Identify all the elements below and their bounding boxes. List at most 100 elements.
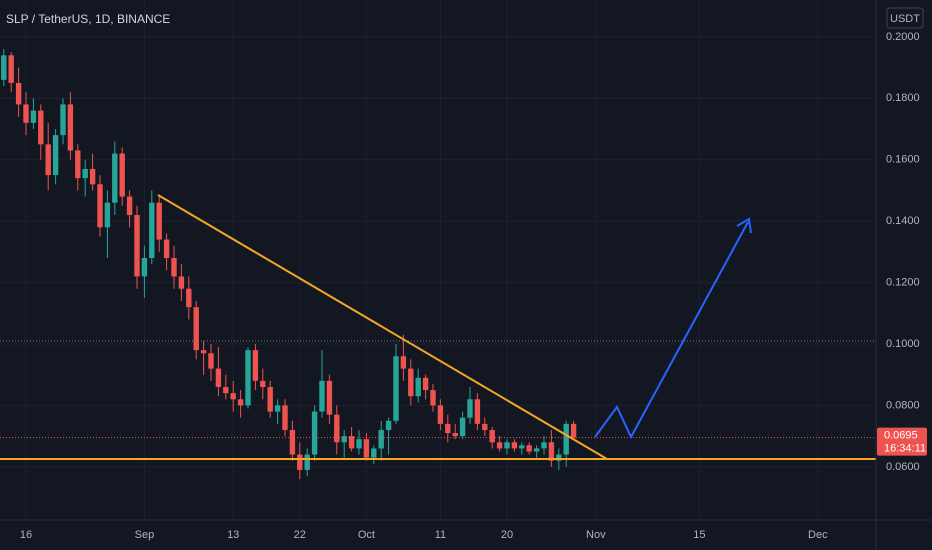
candle-body <box>570 423 577 438</box>
candle-body <box>326 380 333 415</box>
candle-body <box>126 196 133 216</box>
x-tick-label: 15 <box>693 529 705 541</box>
candle-body <box>459 417 466 437</box>
candle-body <box>223 387 229 394</box>
candle-body <box>237 399 244 406</box>
candle-body <box>38 110 44 145</box>
x-tick-label: 20 <box>501 529 513 541</box>
x-tick-label: Oct <box>358 529 375 541</box>
candle-body <box>297 454 303 470</box>
candle-body <box>171 258 177 277</box>
candle-body <box>8 55 14 83</box>
candle-body <box>556 454 562 461</box>
candle-body <box>200 350 207 354</box>
projection-path <box>594 221 749 440</box>
x-tick-label: 16 <box>20 529 32 541</box>
candle-body <box>541 442 547 449</box>
candle-body <box>215 368 222 388</box>
candle-body <box>75 150 81 179</box>
y-tick-label: 0.1400 <box>886 215 920 227</box>
candle-body <box>474 399 481 424</box>
candle-body <box>134 215 140 277</box>
trend-line <box>157 194 608 460</box>
candle-body <box>393 356 399 421</box>
candle-body <box>89 168 96 185</box>
candle-body <box>245 350 251 406</box>
countdown: 16:34:11 <box>884 443 926 455</box>
x-tick-label: 11 <box>435 529 446 541</box>
candle-body <box>319 380 325 412</box>
candle-body <box>526 445 532 452</box>
y-tick-label: 0.1000 <box>886 338 920 350</box>
candles <box>0 49 876 480</box>
candle-body <box>178 276 185 289</box>
candle-body <box>230 393 236 400</box>
y-tick-label: 0.2000 <box>886 31 920 43</box>
candle-body <box>97 184 103 228</box>
price-label-box <box>877 427 927 456</box>
candle-body <box>104 202 111 228</box>
candle-body <box>511 442 518 449</box>
candle-body <box>415 377 421 397</box>
candle-body <box>260 380 266 388</box>
candle-body <box>378 430 384 449</box>
candle-body <box>267 387 273 412</box>
candle-body <box>112 153 118 203</box>
candle-body <box>452 433 458 437</box>
candle-body <box>363 439 370 458</box>
candle-body <box>371 448 377 458</box>
candle-body <box>252 350 259 381</box>
candle-body <box>208 353 214 369</box>
x-tick-label: Nov <box>586 529 606 541</box>
y-tick-label: 0.0600 <box>886 461 920 473</box>
candle-body <box>282 405 288 431</box>
projection-arrowhead <box>736 217 752 234</box>
candle-body <box>23 104 29 123</box>
candle-body <box>52 135 59 176</box>
candle-body <box>467 399 473 418</box>
candle-body <box>45 144 51 176</box>
candle-body <box>334 414 340 443</box>
candle-body <box>1 55 7 80</box>
y-tick-label: 0.1200 <box>886 276 920 288</box>
candle-body <box>519 445 525 449</box>
y-tick-label: 0.0800 <box>886 399 920 411</box>
candle-body <box>563 423 569 455</box>
candle-body <box>482 423 488 431</box>
candle-body <box>193 307 199 351</box>
candle-body <box>311 411 318 455</box>
candle-body <box>400 356 407 369</box>
candle-body <box>274 405 281 412</box>
candle-body <box>496 442 503 449</box>
candle-body <box>15 82 22 105</box>
grid <box>0 0 876 520</box>
unit-box[interactable] <box>886 7 924 29</box>
candle-body <box>156 202 162 240</box>
last-price-label: 0.0695 <box>884 430 918 442</box>
chart-title: SLP / TetherUS, 1D, BINANCE <box>6 12 170 26</box>
candle-body <box>119 153 125 197</box>
x-tick-label: Sep <box>135 529 155 541</box>
candle-body <box>489 430 495 443</box>
candle-body <box>445 423 451 434</box>
candle-body <box>304 454 310 470</box>
candle-body <box>533 448 540 452</box>
x-tick-label: 13 <box>227 529 239 541</box>
axes: 0.0600 0.0800 0.1000 0.1200 0.1400 0.1600 0.18… <box>20 31 927 541</box>
y-tick-label: 0.1600 <box>886 154 920 166</box>
candle-body <box>422 377 429 391</box>
candle-body <box>548 442 555 461</box>
candle-body <box>82 168 88 179</box>
x-tick-label: Dec <box>808 529 828 541</box>
candle-body <box>30 110 37 123</box>
candle-body <box>348 436 355 449</box>
candle-body <box>67 104 74 151</box>
candle-body <box>408 368 414 397</box>
candle-body <box>437 405 444 424</box>
candle-body <box>356 439 362 449</box>
candle-body <box>289 430 296 455</box>
candle-body <box>504 442 510 449</box>
price-axis <box>876 0 932 550</box>
